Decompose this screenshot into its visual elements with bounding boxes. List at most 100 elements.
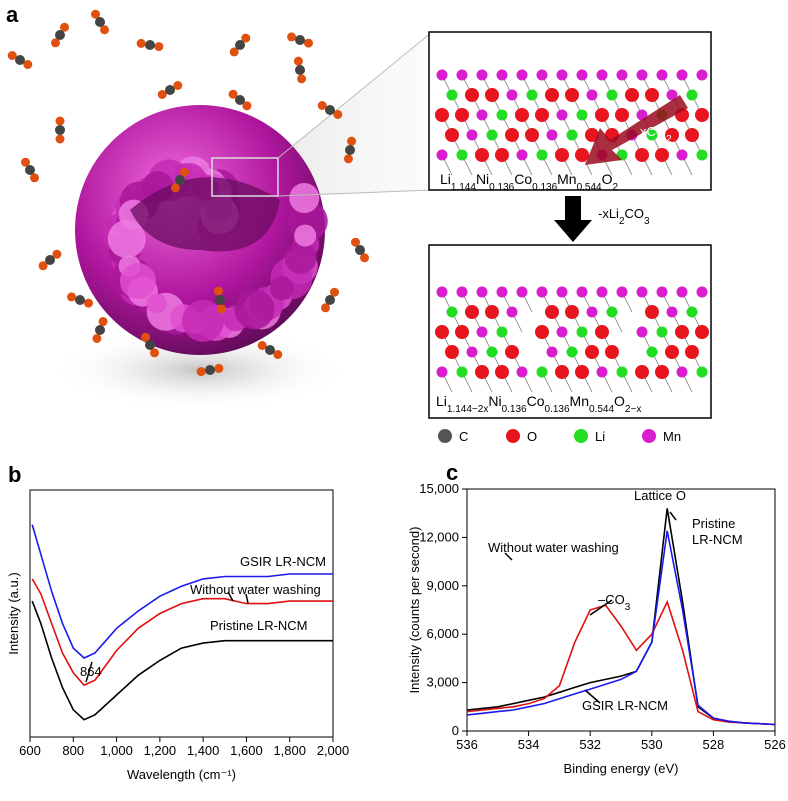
carbon	[75, 295, 85, 305]
text-part: 0.544	[589, 404, 614, 415]
atom	[586, 89, 598, 101]
series-label-line: LR-NCM	[692, 532, 743, 547]
oxygen	[333, 110, 343, 119]
atom	[655, 148, 669, 162]
oxygen	[30, 173, 39, 183]
oxygen	[303, 38, 313, 48]
carbon	[55, 30, 65, 40]
atom	[576, 286, 588, 298]
atom	[536, 286, 548, 298]
plot-frame	[466, 488, 776, 732]
x-tick-label: 1,800	[273, 743, 306, 758]
atom	[466, 129, 478, 141]
carbon	[235, 40, 245, 50]
panel-label: b	[8, 462, 21, 487]
text-part: 1.144−2x	[447, 404, 488, 415]
carbon	[145, 340, 155, 350]
legend-swatch	[506, 429, 520, 443]
pointer	[584, 689, 601, 704]
text-part: 0.136	[545, 404, 570, 415]
atom	[616, 69, 628, 81]
atom	[555, 365, 569, 379]
oxygen	[51, 38, 60, 48]
atom	[505, 345, 519, 359]
co2-label: xCO2	[640, 124, 672, 145]
text-part: Mn	[557, 171, 576, 187]
atom	[556, 109, 568, 121]
oxygen	[351, 237, 360, 247]
oxygen	[21, 157, 30, 167]
atom	[696, 149, 708, 161]
grain	[284, 241, 317, 274]
oxygen	[136, 38, 146, 48]
atom	[575, 365, 589, 379]
atom	[596, 366, 608, 378]
oxygen	[60, 22, 69, 32]
lattice	[435, 286, 709, 393]
atom	[645, 305, 659, 319]
oxygen	[213, 286, 223, 296]
atom	[496, 326, 508, 338]
atom	[656, 69, 668, 81]
atom	[545, 305, 559, 319]
atom	[636, 326, 648, 338]
atom	[536, 149, 548, 161]
atom	[496, 109, 508, 121]
y-axis-label: Intensity (counts per second)	[407, 527, 422, 694]
arrow	[585, 95, 688, 165]
text-part: xCO	[640, 124, 666, 139]
pointer	[245, 593, 249, 604]
atom	[585, 345, 599, 359]
atom	[596, 69, 608, 81]
atom	[435, 325, 449, 339]
atom	[495, 148, 509, 162]
atom	[635, 365, 649, 379]
atom	[476, 109, 488, 121]
carbon	[145, 40, 155, 50]
atom	[696, 366, 708, 378]
atom	[536, 366, 548, 378]
x-tick-label: 530	[641, 737, 663, 752]
atom	[485, 305, 499, 319]
y-tick-label: 6,000	[426, 626, 459, 641]
atom	[686, 306, 698, 318]
atom	[456, 286, 468, 298]
grain	[146, 293, 167, 314]
atom	[576, 69, 588, 81]
atom	[676, 286, 688, 298]
atom	[576, 326, 588, 338]
formula: Li1.144Ni0.136Co0.136Mn0.544O2	[440, 171, 619, 193]
atom	[536, 69, 548, 81]
oxygen	[297, 74, 307, 84]
atom	[566, 129, 578, 141]
series-line	[31, 578, 333, 687]
atom	[535, 108, 549, 122]
atom	[476, 286, 488, 298]
atom	[695, 325, 709, 339]
text-part: Co	[527, 393, 545, 409]
atom	[496, 286, 508, 298]
oxygen	[100, 25, 109, 35]
series-line	[31, 600, 333, 721]
text-part: Li	[436, 393, 447, 409]
atom	[675, 325, 689, 339]
atom	[656, 286, 668, 298]
legend: C O Li Mn	[438, 429, 681, 444]
oxygen	[242, 101, 252, 111]
zoom-box	[211, 157, 279, 197]
atom	[606, 89, 618, 101]
atom	[666, 306, 678, 318]
carbon	[295, 35, 305, 45]
oxygen	[55, 134, 65, 144]
oxygen	[23, 60, 33, 69]
oxygen	[91, 9, 100, 19]
text-part: O	[614, 393, 625, 409]
atom	[545, 88, 559, 102]
text-part: Mn	[570, 393, 589, 409]
atom	[445, 128, 459, 142]
grain	[294, 224, 317, 247]
series-label: GSIR LR-NCM	[582, 698, 668, 713]
atom	[456, 366, 468, 378]
text-part: 1.144	[451, 182, 476, 193]
x-tick-label: 526	[764, 737, 786, 752]
